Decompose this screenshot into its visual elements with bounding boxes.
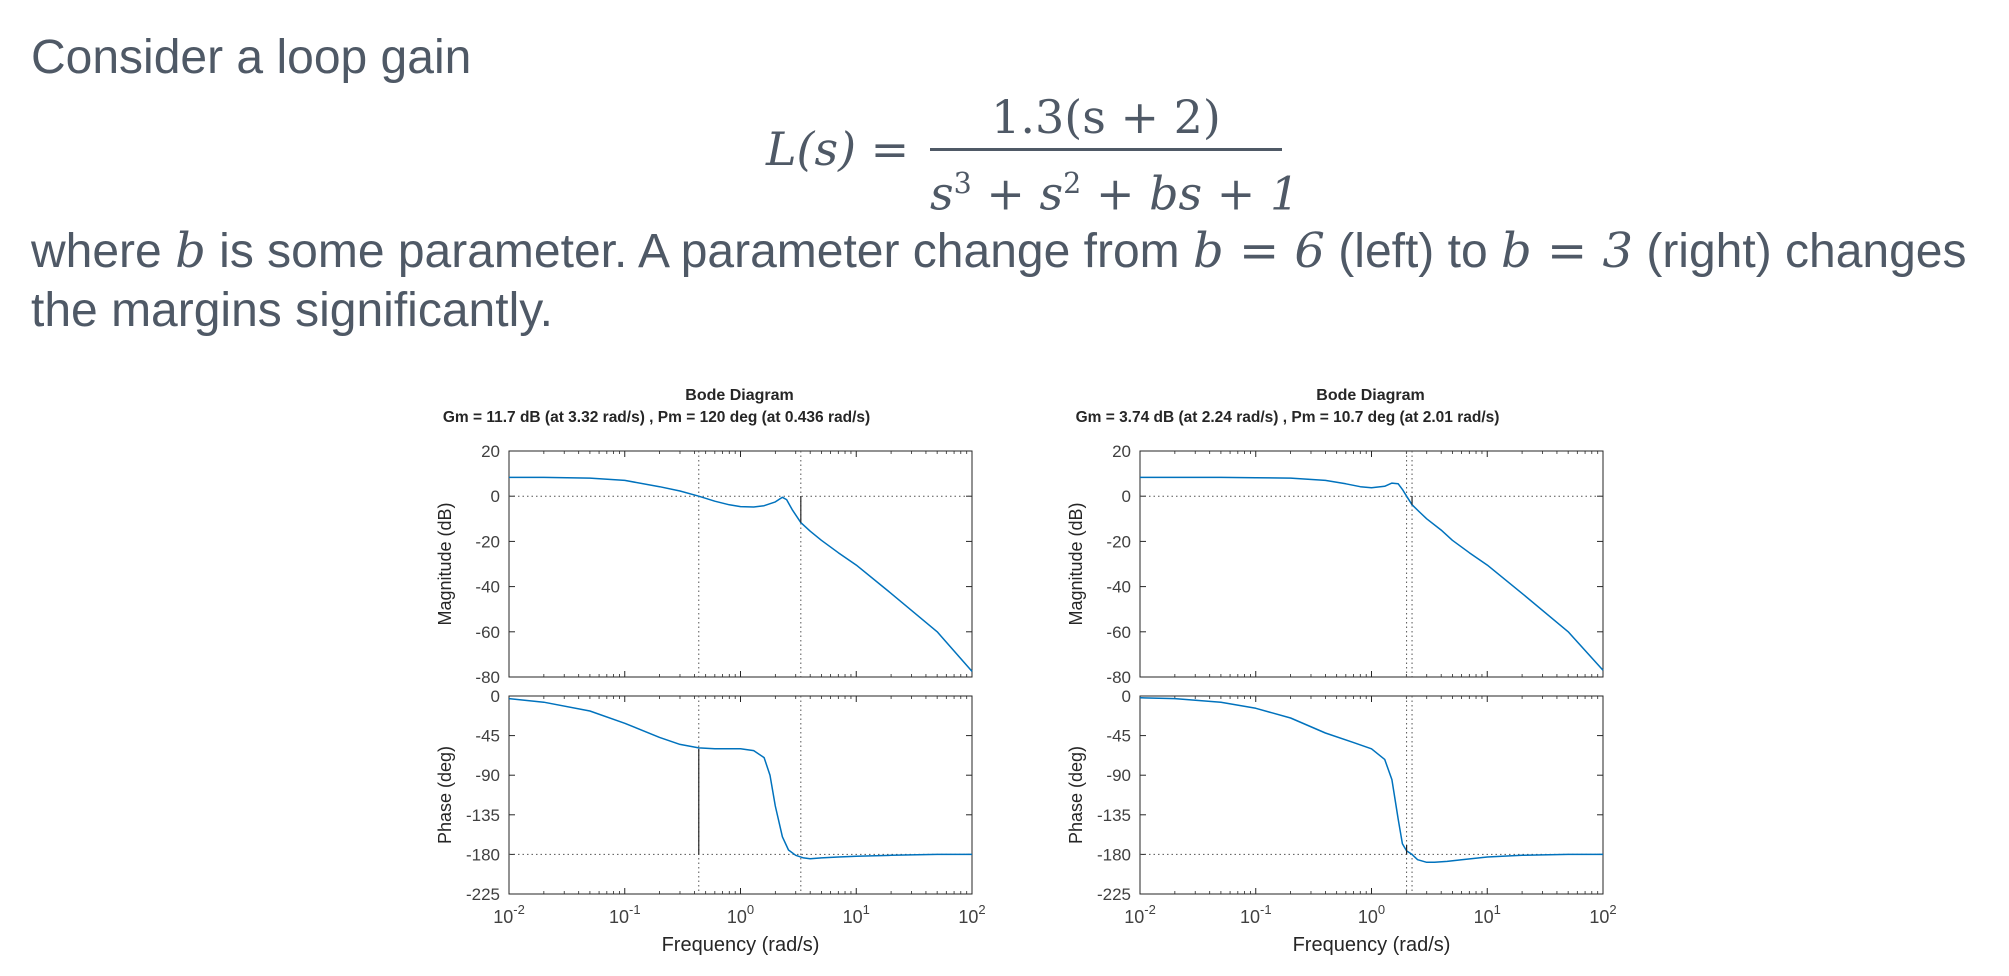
magnitude-ytick-label: -60 bbox=[475, 623, 500, 642]
xlabel: Frequency (rad/s) bbox=[1293, 934, 1451, 956]
phase-ytick-label: 0 bbox=[491, 687, 500, 706]
fraction-bar bbox=[930, 148, 1282, 151]
xtick-label: 10-1 bbox=[609, 902, 641, 927]
phase-ylabel: Phase (deg) bbox=[435, 746, 455, 844]
magnitude-axes-box bbox=[508, 450, 973, 678]
magnitude-curve bbox=[1140, 476, 1604, 671]
chart-subtitle: Gm = 11.7 dB (at 3.32 rad/s) , Pm = 120 … bbox=[443, 409, 870, 426]
phase-ytick-label: -45 bbox=[1106, 727, 1131, 746]
magnitude-ytick-label: -80 bbox=[1106, 668, 1131, 687]
phase-ylabel: Phase (deg) bbox=[1066, 746, 1086, 844]
parameter-description: where b is some parameter. A parameter c… bbox=[31, 223, 1967, 279]
phase-curve bbox=[1139, 697, 1603, 864]
xtick-label: 101 bbox=[843, 902, 870, 927]
xtick-label: 100 bbox=[727, 902, 754, 927]
equation-denominator: s3 + s2 + bs + 1 bbox=[930, 166, 1300, 221]
phase-ytick-label: -225 bbox=[1097, 885, 1131, 904]
phase-ytick-label: -45 bbox=[475, 727, 500, 746]
xtick-label: 102 bbox=[1589, 902, 1616, 927]
xtick-label: 102 bbox=[958, 902, 985, 927]
chart-subtitle: Gm = 3.74 dB (at 2.24 rad/s) , Pm = 10.7… bbox=[1076, 409, 1500, 426]
magnitude-ytick-label: -20 bbox=[475, 532, 500, 551]
equation-numerator: 1.3(s + 2) bbox=[991, 90, 1221, 144]
magnitude-ytick-label: 20 bbox=[481, 442, 500, 461]
magnitude-ytick-label: 0 bbox=[1122, 487, 1131, 506]
magnitude-ytick-label: -20 bbox=[1106, 532, 1131, 551]
phase-ytick-label: -135 bbox=[1097, 806, 1131, 825]
phase-ytick-label: -90 bbox=[475, 766, 500, 785]
xtick-label: 100 bbox=[1358, 902, 1385, 927]
phase-ytick-label: -180 bbox=[466, 845, 500, 864]
magnitude-ytick-label: 0 bbox=[491, 487, 500, 506]
chart-title: Bode Diagram bbox=[685, 387, 793, 404]
magnitude-ylabel: Magnitude (dB) bbox=[1066, 502, 1086, 625]
xtick-label: 10-2 bbox=[493, 902, 525, 927]
magnitude-curve bbox=[509, 476, 973, 672]
phase-curve bbox=[508, 697, 972, 860]
phase-ytick-label: -225 bbox=[466, 885, 500, 904]
chart-title: Bode Diagram bbox=[1316, 387, 1424, 404]
phase-ytick-label: -180 bbox=[1097, 845, 1131, 864]
phase-axes-box bbox=[1139, 695, 1604, 895]
magnitude-ytick-label: -60 bbox=[1106, 623, 1131, 642]
magnitude-ytick-label: -80 bbox=[475, 668, 500, 687]
magnitude-axes-box bbox=[1139, 450, 1604, 678]
xtick-label: 10-1 bbox=[1240, 902, 1272, 927]
magnitude-ytick-label: -40 bbox=[1106, 578, 1131, 597]
xlabel: Frequency (rad/s) bbox=[662, 934, 820, 956]
intro-text: Consider a loop gain bbox=[31, 31, 472, 84]
loop-gain-equation: L(s) = 1.3(s + 2) s3 + s2 + bs + 1 bbox=[766, 88, 1299, 220]
equation-fraction: 1.3(s + 2) s3 + s2 + bs + 1 bbox=[930, 88, 1300, 221]
magnitude-ytick-label: -40 bbox=[475, 578, 500, 597]
xtick-label: 101 bbox=[1474, 902, 1501, 927]
magnitude-ylabel: Magnitude (dB) bbox=[435, 502, 455, 625]
phase-ytick-label: -135 bbox=[466, 806, 500, 825]
phase-ytick-label: -90 bbox=[1106, 766, 1131, 785]
equation-lhs: L(s) = bbox=[766, 122, 910, 176]
phase-axes-box bbox=[508, 695, 973, 895]
magnitude-ytick-label: 20 bbox=[1112, 442, 1131, 461]
parameter-description-cont: the margins significantly. bbox=[31, 284, 553, 337]
phase-ytick-label: 0 bbox=[1122, 687, 1131, 706]
xtick-label: 10-2 bbox=[1124, 902, 1156, 927]
